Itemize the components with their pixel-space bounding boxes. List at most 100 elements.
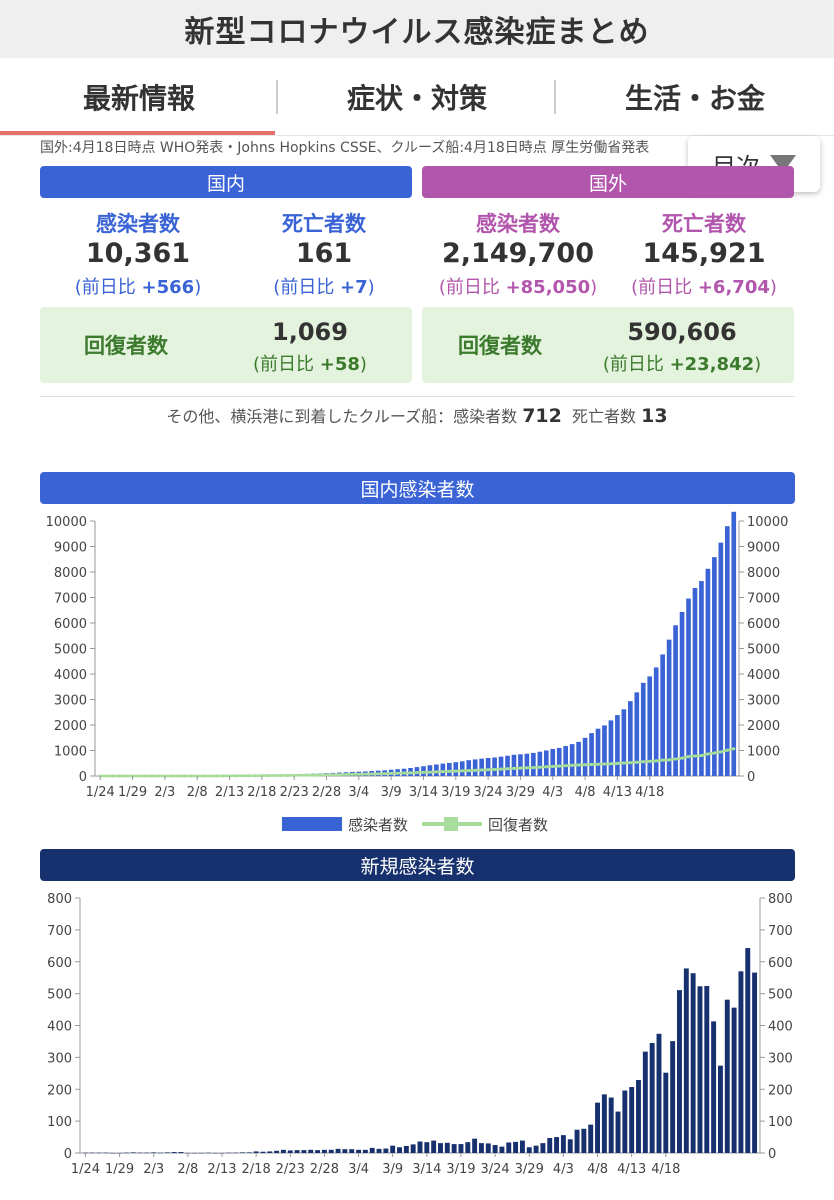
y-tick-label-right: 6000 (747, 617, 780, 632)
tab-bar: 最新情報 症状・対策 生活・お金 (0, 58, 834, 136)
x-tick-label: 2/8 (177, 1162, 198, 1177)
bar (96, 1152, 102, 1154)
bar (513, 1141, 519, 1153)
cruise-deaths: 13 (641, 405, 668, 427)
line-point (661, 758, 665, 762)
line-point (408, 771, 413, 775)
bar (601, 1094, 607, 1153)
bar (615, 715, 620, 776)
active-tab-indicator (0, 131, 275, 135)
bar (158, 1152, 163, 1154)
bar (581, 1128, 587, 1153)
tab-latest[interactable]: 最新情報 (0, 58, 278, 135)
x-tick-label: 1/29 (118, 785, 147, 800)
bar (294, 1150, 300, 1153)
line-point (111, 774, 115, 778)
x-tick-label: 1/29 (105, 1162, 134, 1177)
bar (130, 1152, 136, 1153)
x-tick-label: 3/9 (382, 1162, 403, 1177)
line-point (667, 758, 671, 762)
x-tick-label: 4/18 (635, 785, 664, 800)
bar (686, 598, 691, 776)
line-point (266, 773, 270, 778)
line-point (350, 772, 354, 776)
new-cases-chart: 0 0 100 100 200 200 300 300 400 400 500 500 600 600 70… (47, 892, 793, 1177)
y-tick-label-left: 4000 (54, 668, 87, 683)
line-point (428, 770, 432, 774)
tab-symptoms[interactable]: 症状・対策 (278, 58, 556, 135)
bar (492, 757, 497, 776)
bar (663, 1072, 669, 1153)
line-point (628, 761, 632, 765)
line-point (570, 763, 574, 767)
x-tick-label: 2/13 (215, 785, 244, 800)
y-tick-label-right: 200 (768, 1083, 793, 1098)
overseas-recovered-box (422, 307, 794, 383)
y-tick-label-right: 500 (768, 988, 793, 1003)
line-point (227, 774, 232, 778)
overseas-deaths-value: 145,921 (642, 238, 766, 269)
x-tick-label: 3/24 (481, 1162, 510, 1177)
line-point (124, 774, 128, 778)
x-tick-label: 2/28 (312, 785, 341, 800)
bar (634, 692, 640, 776)
legend-swatch-infected (282, 817, 342, 831)
x-tick-label: 3/14 (412, 1162, 441, 1177)
bar (526, 1147, 532, 1153)
bar (164, 1152, 170, 1153)
line-point (137, 774, 141, 778)
line-point (344, 772, 348, 777)
x-tick-label: 2/18 (242, 1162, 271, 1177)
bar (438, 1143, 443, 1153)
line-point (589, 762, 594, 767)
bar (647, 676, 653, 776)
line-point (492, 767, 497, 772)
bar (417, 1141, 423, 1153)
line-point (415, 770, 419, 775)
y-tick-label-right: 3000 (747, 694, 780, 709)
line-point (706, 752, 710, 756)
tab-life-money[interactable]: 生活・お金 (624, 81, 765, 115)
line-point (434, 770, 438, 774)
y-tick-label-left: 1000 (54, 745, 87, 760)
bar (151, 1152, 157, 1153)
domestic-recovered-diff: (前日比 +58) (253, 354, 367, 375)
bar (458, 1144, 464, 1153)
domestic-deaths-diff: (前日比 +7) (273, 277, 375, 298)
line-point (499, 767, 503, 771)
bar (267, 1151, 273, 1153)
bar (485, 1143, 491, 1153)
x-tick-label: 4/13 (617, 1162, 646, 1177)
bar (642, 1051, 648, 1153)
bar (738, 971, 744, 1153)
line-point (234, 774, 238, 778)
page-title: 新型コロナウイルス感染症まとめ (184, 15, 650, 50)
line-point (551, 764, 555, 769)
line-point (286, 773, 290, 778)
line-point (292, 773, 296, 777)
bar (540, 1143, 546, 1153)
bar (556, 747, 562, 776)
x-tick-label: 2/3 (154, 785, 175, 800)
x-tick-label: 4/8 (587, 1162, 608, 1177)
y-tick-label-right: 7000 (747, 592, 780, 607)
bar (123, 1152, 129, 1154)
bar (679, 611, 685, 776)
line-point (118, 774, 122, 778)
line-point (454, 769, 458, 773)
bar (478, 1143, 484, 1153)
y-tick-label-right: 300 (768, 1051, 793, 1066)
x-tick-label: 2/13 (207, 1162, 236, 1177)
domestic-infected-diff: (前日比 +566) (74, 277, 202, 298)
cumulative-chart-title: 国内感染者数 (40, 472, 795, 504)
line-point (150, 774, 154, 778)
line-point (693, 754, 697, 758)
bar (554, 1137, 560, 1153)
line-point (247, 774, 251, 778)
overseas-recovered-label: 回復者数 (458, 334, 542, 358)
line-point (531, 765, 535, 770)
bar (670, 1041, 676, 1153)
y-tick-label-left: 600 (47, 956, 72, 971)
bar (410, 1144, 416, 1153)
bar (434, 764, 439, 776)
